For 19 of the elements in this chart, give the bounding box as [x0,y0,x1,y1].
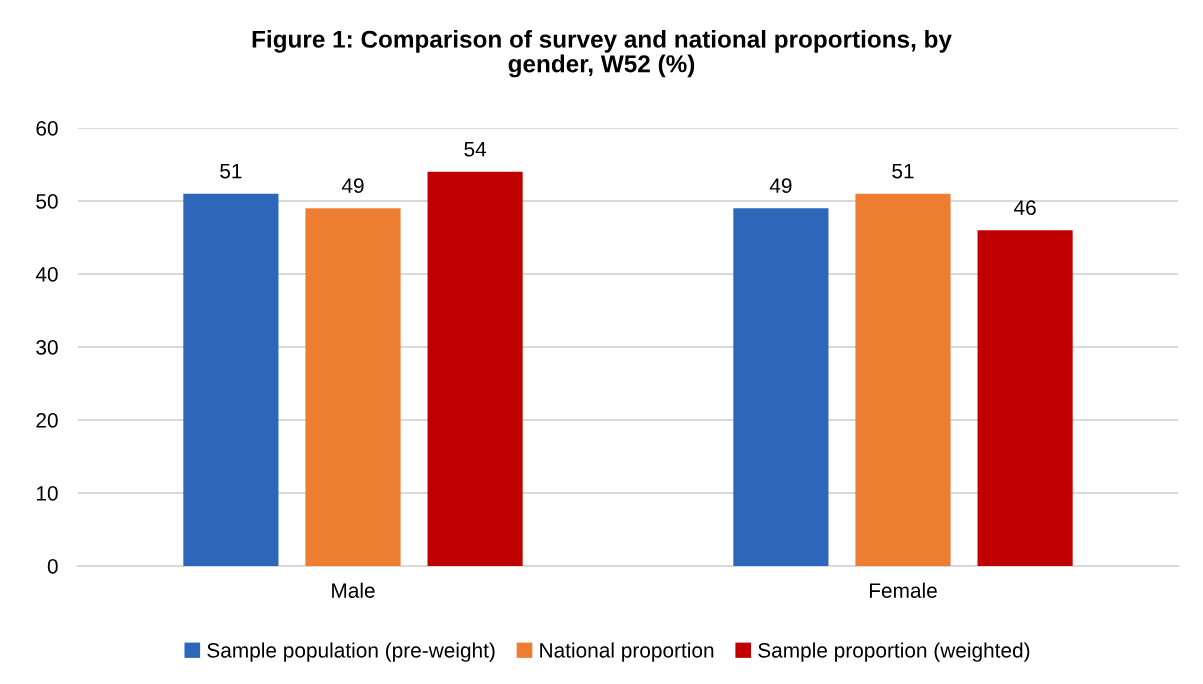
data-label: 49 [769,178,792,194]
data-label: 46 [1013,200,1036,215]
x-tick-label: Female [869,582,937,598]
data-label: 51 [220,163,242,179]
x-tick-label: Male [332,582,375,598]
data-label: 49 [341,178,364,194]
data-label: 54 [464,142,487,157]
y-tick-label: 60 [36,121,58,136]
y-tick-label: 10 [36,486,58,501]
legend-label: National proportion [540,642,714,662]
y-tick-label: 30 [36,340,58,355]
y-tick-label: 20 [36,413,58,428]
y-tick-label: 40 [35,267,58,282]
legend-label: Sample proportion (weighted) [758,642,1030,662]
legend-label: Sample population (pre-weight) [207,642,495,662]
y-tick-label: 0 [47,559,58,574]
data-label: 51 [892,163,914,179]
chart-title: Figure 1: Comparison of survey and national proportions, by gender, W52 (%) [252,30,952,78]
y-tick-label: 50 [36,194,58,209]
